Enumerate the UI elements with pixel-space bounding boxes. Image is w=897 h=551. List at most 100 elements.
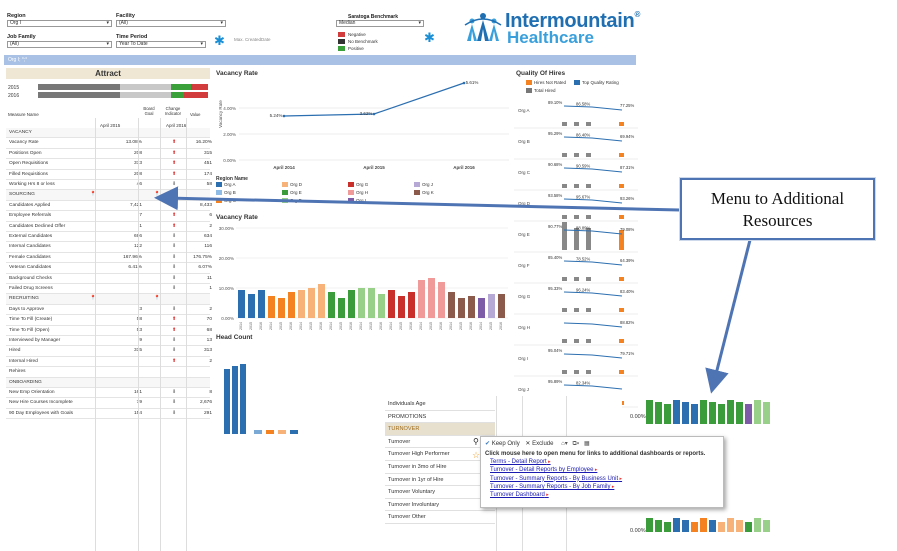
table-row[interactable]: Employee Referrals 7 ⬆ 6 — [6, 211, 212, 222]
logo-figures-icon — [464, 13, 502, 41]
x-tick-label: April 2015 — [363, 165, 385, 170]
vacancy-bar — [288, 292, 295, 318]
star-icon[interactable]: ☆ — [472, 450, 481, 460]
measure-row[interactable]: Turnover in 3mo of Hire — [385, 461, 495, 474]
quality-label: 78.52% — [576, 257, 590, 262]
table-row[interactable]: External Candidates696⬇634 — [6, 232, 212, 243]
measure-row[interactable]: Individuals Age — [385, 398, 495, 411]
table-row[interactable]: Working Hrs 8 or less 46 ⬇ 58 — [6, 180, 212, 191]
table-row[interactable]: Internal Hired ⬆ 2 — [6, 357, 212, 368]
group-icon[interactable]: ⌂▾ — [561, 441, 568, 447]
bar — [736, 520, 743, 532]
bar — [709, 402, 716, 424]
view-data-icon[interactable]: ▦ — [583, 441, 590, 447]
arrow-down-icon: ⬇ — [172, 348, 177, 354]
vacancy-bar — [238, 290, 245, 318]
measure-row[interactable]: Turnover in 1yr of Hire — [385, 474, 495, 487]
quality-legend-item[interactable]: Top Quality Rating — [574, 80, 619, 86]
measure-row[interactable]: Turnover Involuntary — [385, 499, 495, 512]
measure-row[interactable]: Turnover Other — [385, 511, 495, 524]
region-select[interactable]: Org I — [7, 20, 112, 27]
menu-link[interactable]: Turnover - Summary Reports - By Job Fami… — [490, 483, 723, 491]
quality-label: 64.39% — [620, 258, 634, 263]
table-row[interactable]: Time To Fill (Open) 53 ⬆ 68 — [6, 326, 212, 336]
menu-link[interactable]: Terms - Detail Report — [490, 458, 723, 466]
time-period-select[interactable]: Year To Date — [116, 41, 206, 48]
region-legend-item[interactable]: Org A — [216, 182, 236, 188]
region-legend-item[interactable]: Org D — [282, 182, 302, 188]
region-legend-item[interactable]: Org G — [348, 182, 368, 188]
section-row[interactable]: PROMOTIONS — [385, 411, 495, 424]
table-row[interactable]: Candidates Applied 7,421 ⬇ 8,433 — [6, 201, 212, 212]
section-row[interactable]: ONBOARDING — [6, 377, 210, 388]
exclude-icon[interactable]: ✕ — [525, 441, 531, 447]
table-row[interactable]: Failed Drug Screens ⬇ 1 — [6, 284, 212, 295]
table-row[interactable]: 90 Day Employees with Goals154⬇291 — [6, 409, 212, 420]
top-quality-line — [563, 384, 623, 390]
region-legend-item[interactable]: Org H — [348, 190, 368, 196]
region-legend-item[interactable]: Org B — [216, 190, 236, 196]
menu-link[interactable]: Turnover - Summary Reports - By Business… — [490, 475, 723, 483]
set-icon[interactable]: ⧉▾ — [572, 441, 580, 447]
table-row[interactable]: Female Candidates 167.96% ⬇ 176.75% — [6, 253, 212, 264]
total-hired-bar — [574, 184, 579, 188]
keep-only-button[interactable]: Keep Only — [491, 441, 520, 447]
asterisk-icon[interactable]: ✱ — [424, 30, 435, 45]
table-row[interactable]: Internal Candidates122⬇116 — [6, 242, 212, 253]
table-row[interactable]: New Emp Orientation161⬇8 — [6, 388, 212, 399]
exclude-button[interactable]: Exclude — [532, 441, 554, 447]
table-row[interactable]: New Hire Courses Incomplete 79 ⬇ 2,676 — [6, 398, 212, 409]
benchmark-label: Saratoga Benchmark — [348, 14, 399, 20]
bar — [736, 402, 743, 424]
table-row[interactable]: Interviewed by Manager 9 ⬇ 13 — [6, 336, 212, 347]
table-row[interactable]: Open Requisitions373⬆451 — [6, 159, 212, 170]
arrow-down-icon: ⬇ — [172, 400, 177, 406]
region-legend-item[interactable]: Org E — [282, 190, 302, 196]
table-row[interactable]: Background Checks ⬇ 11 — [6, 274, 212, 284]
region-legend-item[interactable]: Org I — [348, 198, 366, 204]
keep-only-icon[interactable]: ✔ — [485, 441, 491, 447]
table-row[interactable]: Days to Approve 3 ⬇ 2 — [6, 305, 212, 316]
section-row[interactable]: TURNOVER — [385, 423, 495, 436]
region-legend-item[interactable]: Org K — [414, 190, 434, 196]
asterisk-icon[interactable]: ✱ — [214, 33, 225, 48]
measure-row[interactable]: Turnover Voluntary — [385, 486, 495, 499]
quality-legend-item[interactable]: Total Hired — [526, 88, 556, 94]
pin-icon[interactable]: ⚲ — [473, 437, 479, 446]
bar — [718, 522, 725, 532]
hires-not-rated-bar — [619, 184, 624, 188]
menu-link[interactable]: Turnover - Detail Reports by Employee — [490, 466, 723, 474]
top-quality-line — [563, 291, 623, 297]
section-row[interactable]: SOURCING 📍 📍 — [6, 190, 210, 201]
menu-instruction: Click mouse here to open menu for links … — [485, 451, 706, 457]
vacancy-bar — [348, 290, 355, 318]
pin-icon[interactable]: 📍 — [90, 192, 96, 198]
total-hired-bar — [586, 339, 591, 343]
pin-icon[interactable]: 📍 — [154, 296, 160, 302]
facility-select[interactable]: (All) — [116, 20, 226, 27]
table-row[interactable]: Filled Requisitions208⬆174 — [6, 170, 212, 180]
quality-label: 93.26% — [620, 196, 634, 201]
table-row[interactable]: Time To Fill (Create) 58 ⬆ 70 — [6, 315, 212, 326]
pin-icon[interactable]: 📍 — [90, 296, 96, 302]
measure-row[interactable]: Turnover — [385, 436, 495, 449]
measure-row[interactable]: Turnover High Performer — [385, 448, 495, 461]
section-row[interactable]: VACANCY — [6, 128, 210, 139]
quality-legend-item[interactable]: Hires Not Rated — [526, 80, 566, 86]
quality-label: 88.89% — [576, 226, 590, 231]
menu-link[interactable]: Turnover Dashboard — [490, 491, 723, 499]
job-family-select[interactable]: (All) — [7, 41, 112, 48]
region-legend-item[interactable]: Org F — [282, 198, 302, 204]
table-row[interactable]: Positions Open208⬆315 — [6, 149, 212, 160]
table-row[interactable]: Veteran Candidates 6.41% ⬇ 6.07% — [6, 263, 212, 274]
table-row[interactable]: Vacancy Rate 13.08% ⬆ 16.20% — [6, 138, 212, 149]
quality-label: 95.29% — [548, 131, 562, 136]
section-row[interactable]: RECRUITING 📍 📍 — [6, 294, 210, 305]
vacancy-bar — [338, 298, 345, 318]
table-row[interactable]: Hired315⬇313 — [6, 346, 212, 357]
table-row[interactable]: Candidates Declined Offer 1 ⬆ 2 — [6, 222, 212, 232]
table-row[interactable]: Rehires — [6, 367, 210, 378]
benchmark-select[interactable]: Median — [336, 20, 424, 27]
region-legend-item[interactable]: Org C — [216, 198, 236, 204]
region-legend-item[interactable]: Org J — [414, 182, 433, 188]
